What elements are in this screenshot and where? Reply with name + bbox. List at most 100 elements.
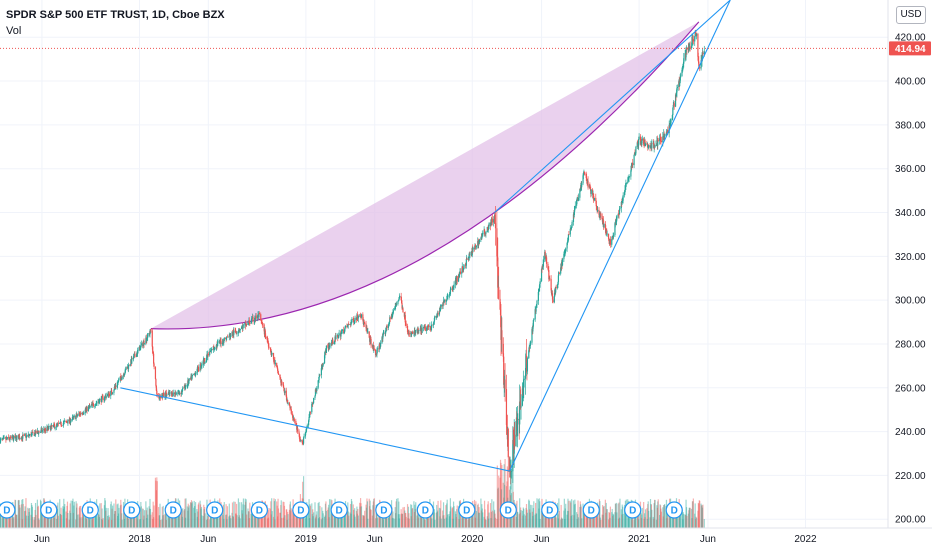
volume-bar — [631, 519, 633, 528]
volume-bar — [532, 508, 534, 528]
candle-body — [64, 420, 66, 422]
volume-bar — [615, 503, 617, 528]
volume-bar — [328, 499, 331, 528]
volume-bar — [322, 510, 324, 528]
candle-body — [268, 346, 270, 349]
volume-bar — [223, 518, 225, 528]
candle-body — [70, 419, 72, 422]
currency-button[interactable]: USD — [896, 6, 926, 24]
y-tick-label: 240.00 — [895, 427, 926, 438]
volume-bar — [700, 503, 702, 528]
candle-body — [398, 297, 400, 299]
volume-bar — [168, 506, 170, 528]
volume-bar — [557, 518, 560, 528]
candle-body — [110, 390, 112, 397]
candle-body — [134, 353, 136, 357]
volume-bar — [418, 509, 420, 528]
arc-drawing[interactable] — [150, 21, 700, 330]
volume-bar — [31, 506, 33, 528]
candle-body — [282, 385, 285, 388]
volume-bar — [669, 507, 671, 528]
time-axis[interactable]: Jun 2018 Jun 2019 Jun 2020 Jun 2021 Jun 2022 — [0, 527, 932, 550]
volume-bar — [357, 508, 359, 528]
volume-bar — [489, 503, 492, 528]
volume-bar — [231, 502, 234, 528]
volume-bar — [617, 518, 620, 528]
dividend-marker-label: D — [211, 506, 218, 517]
volume-bar — [615, 502, 617, 528]
candle-body — [219, 340, 221, 344]
candle-body — [94, 405, 96, 407]
volume-bar — [25, 515, 28, 528]
volume-bar — [119, 505, 121, 528]
volume-bar — [397, 514, 400, 528]
volume-bar — [634, 512, 636, 528]
volume-bar — [95, 508, 97, 528]
candle-body — [16, 436, 18, 440]
candle-body — [641, 140, 643, 146]
volume-bar — [641, 507, 643, 528]
candle-body — [624, 185, 627, 190]
candle-body — [632, 163, 634, 166]
candle-body — [643, 144, 645, 146]
candle-body — [453, 284, 455, 288]
volume-bar — [515, 517, 518, 528]
candle-body — [272, 352, 275, 360]
candle-body — [418, 330, 420, 331]
candle-body — [41, 430, 43, 432]
candle-body — [189, 378, 192, 380]
volume-bar — [148, 508, 151, 528]
volume-bar — [448, 514, 450, 528]
volume-bar — [408, 513, 410, 528]
candle-body — [699, 67, 701, 69]
candle-body — [132, 356, 135, 359]
volume-bar — [81, 517, 83, 528]
candle-body — [604, 224, 606, 230]
volume-bar — [494, 513, 496, 528]
candle-body — [523, 379, 525, 384]
volume-bar — [97, 513, 100, 528]
candle-body — [92, 403, 95, 407]
candle-body — [277, 373, 280, 375]
volume-bar — [290, 510, 292, 528]
volume-bar — [344, 510, 346, 528]
volume-bar — [15, 514, 17, 528]
volume-bar — [41, 506, 43, 528]
volume-bar — [110, 501, 112, 528]
volume-bar — [34, 509, 36, 528]
candle-body — [564, 250, 566, 253]
candle-body — [659, 136, 662, 141]
candle-body — [216, 342, 219, 346]
volume-bar — [694, 503, 696, 528]
candle-body — [646, 143, 648, 145]
volume-bar — [190, 502, 192, 528]
dividend-marker-label: D — [3, 506, 10, 517]
volume-bar — [666, 506, 668, 528]
candle-body — [338, 335, 340, 338]
price-axis[interactable]: 200.00220.00240.00260.00280.00300.00320.… — [887, 0, 932, 550]
candle-body — [538, 288, 540, 293]
candle-body — [519, 401, 521, 425]
volume-bar — [583, 514, 586, 528]
volume-bar — [584, 505, 586, 528]
volume-bar — [422, 510, 425, 528]
candle-body — [344, 327, 346, 330]
dividend-marker-circle — [624, 501, 642, 519]
volume-bar — [558, 498, 560, 528]
volume-bar — [369, 506, 371, 528]
candle-body — [432, 324, 434, 326]
y-tick-label: 380.00 — [895, 120, 926, 131]
volume-bar — [602, 505, 604, 528]
volume-bar — [194, 502, 197, 528]
candle-body — [106, 394, 109, 397]
volume-bar — [443, 518, 446, 528]
trendline-drawings[interactable] — [120, 0, 731, 472]
volume-bar — [595, 510, 597, 528]
candle-body — [389, 317, 391, 320]
candle-body — [561, 259, 564, 266]
volume-bar — [566, 510, 569, 528]
volume-bar — [318, 517, 321, 528]
candle-body — [434, 316, 436, 318]
volume-bar — [39, 499, 42, 528]
